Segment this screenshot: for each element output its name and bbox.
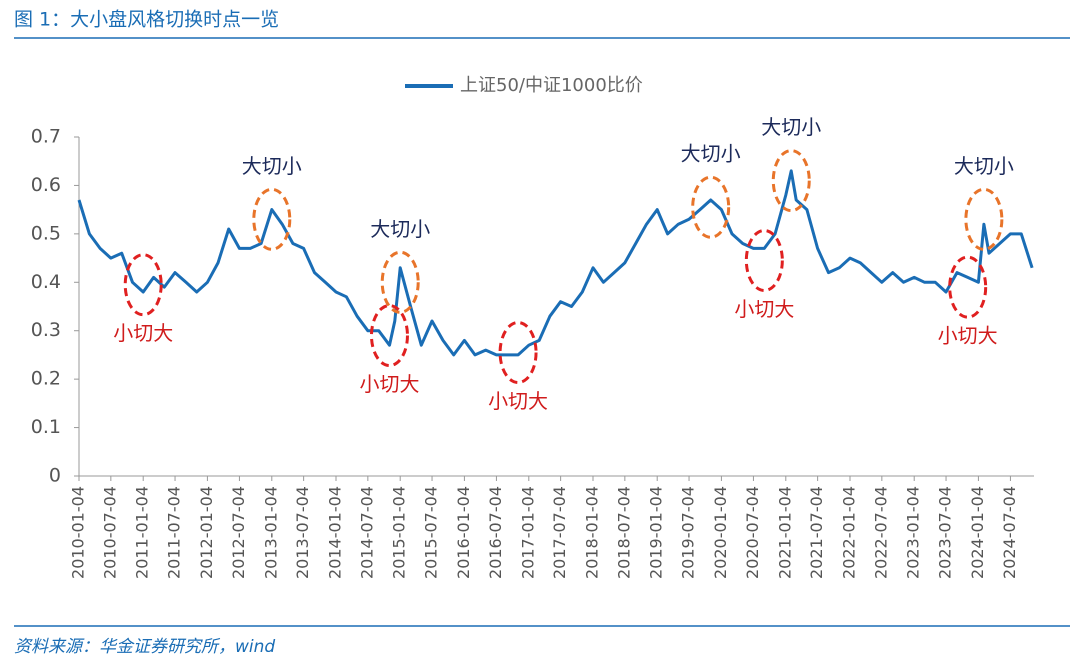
x-tick-label: 2015-01-04 bbox=[390, 486, 409, 579]
x-tick-label: 2016-01-04 bbox=[454, 486, 473, 579]
x-tick-label: 2011-01-04 bbox=[133, 486, 152, 579]
x-tick-label: 2013-07-04 bbox=[293, 486, 312, 579]
x-tick-label: 2020-01-04 bbox=[711, 486, 730, 579]
annotation-label: 大切小 bbox=[370, 217, 430, 241]
x-tick-label: 2021-07-04 bbox=[807, 486, 826, 579]
annotation-label: 大切小 bbox=[242, 154, 302, 178]
x-tick-label: 2010-07-04 bbox=[100, 486, 119, 579]
figure-title: 图 1：大小盘风格切换时点一览 bbox=[14, 9, 279, 31]
x-tick-label: 2014-07-04 bbox=[357, 486, 376, 579]
annotation-label: 小切大 bbox=[734, 297, 794, 321]
x-tick-label: 2023-07-04 bbox=[936, 486, 955, 579]
annotation-ellipse bbox=[252, 187, 292, 251]
x-tick-label: 2020-07-04 bbox=[743, 486, 762, 579]
y-tick-label: 0.1 bbox=[31, 416, 61, 438]
source-note: 资料来源：华金证券研究所，wind bbox=[14, 637, 275, 657]
annotation-ellipse bbox=[744, 228, 784, 292]
x-tick-label: 2014-01-04 bbox=[326, 486, 345, 579]
x-tick-label: 2021-01-04 bbox=[775, 486, 794, 579]
x-tick-label: 2022-01-04 bbox=[840, 486, 859, 579]
x-tick-label: 2010-01-04 bbox=[69, 486, 88, 579]
x-tick-label: 2024-01-04 bbox=[968, 486, 987, 579]
annotation-label: 大切小 bbox=[761, 115, 821, 139]
annotation-label: 小切大 bbox=[938, 324, 998, 348]
x-tick-label: 2017-07-04 bbox=[550, 486, 569, 579]
annotation-label: 小切大 bbox=[488, 389, 548, 413]
x-tick-label: 2019-07-04 bbox=[679, 486, 698, 579]
x-tick-label: 2018-07-04 bbox=[614, 486, 633, 579]
annotation-ellipse bbox=[948, 255, 988, 319]
x-tick-label: 2012-01-04 bbox=[197, 486, 216, 579]
annotation-ellipse bbox=[123, 253, 163, 317]
x-tick-label: 2023-01-04 bbox=[904, 486, 923, 579]
series-line bbox=[77, 169, 1034, 357]
legend-label: 上证50/中证1000比价 bbox=[460, 75, 643, 96]
annotation-label: 小切大 bbox=[113, 321, 173, 345]
x-tick-label: 2015-07-04 bbox=[422, 486, 441, 579]
annotation-label: 大切小 bbox=[954, 154, 1014, 178]
x-tick-label: 2013-01-04 bbox=[261, 486, 280, 579]
x-tick-label: 2022-07-04 bbox=[871, 486, 890, 579]
y-tick-label: 0.4 bbox=[31, 271, 61, 293]
annotation-ellipse bbox=[691, 175, 731, 239]
annotation-ellipse bbox=[771, 149, 811, 213]
y-tick-label: 0.5 bbox=[31, 222, 61, 244]
y-tick-label: 0.3 bbox=[31, 319, 61, 341]
y-tick-label: 0.2 bbox=[31, 368, 61, 390]
annotation-ellipse bbox=[964, 187, 1004, 251]
x-tick-label: 2024-07-04 bbox=[1000, 486, 1019, 579]
annotation-ellipse bbox=[369, 304, 409, 368]
annotation-ellipse bbox=[380, 250, 420, 314]
x-tick-label: 2019-01-04 bbox=[647, 486, 666, 579]
x-tick-label: 2017-01-04 bbox=[518, 486, 537, 579]
x-tick-label: 2018-01-04 bbox=[583, 486, 602, 579]
x-tick-label: 2016-07-04 bbox=[486, 486, 505, 579]
x-tick-label: 2012-07-04 bbox=[229, 486, 248, 579]
y-tick-label: 0 bbox=[49, 465, 61, 487]
x-tick-label: 2011-07-04 bbox=[165, 486, 184, 579]
y-tick-label: 0.7 bbox=[31, 126, 61, 148]
annotation-label: 小切大 bbox=[359, 372, 419, 396]
y-tick-label: 0.6 bbox=[31, 174, 61, 196]
annotation-ellipse bbox=[498, 321, 538, 385]
annotation-label: 大切小 bbox=[681, 142, 741, 166]
